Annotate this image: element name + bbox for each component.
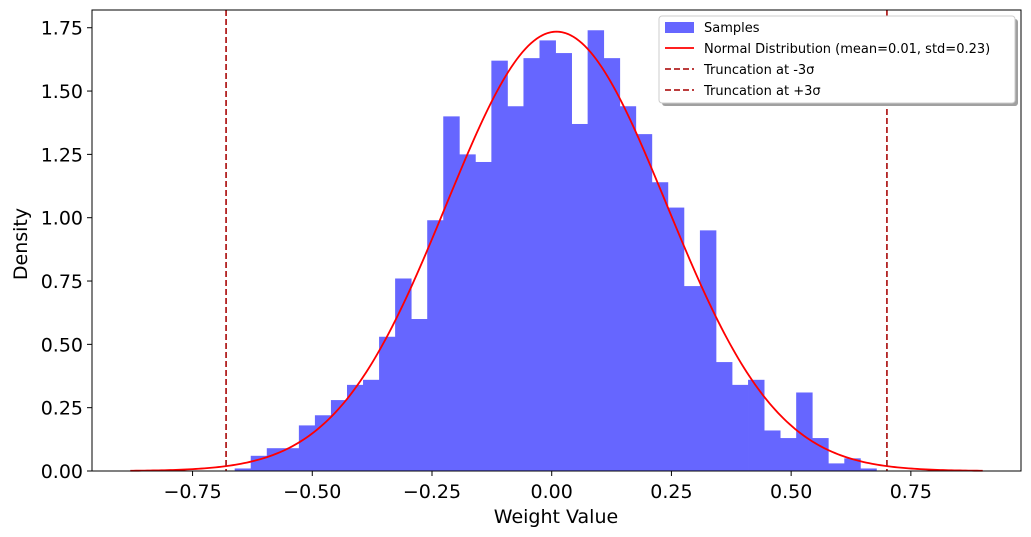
histogram-bar bbox=[587, 30, 605, 471]
histogram-bar bbox=[796, 392, 813, 471]
histogram-bar bbox=[282, 448, 300, 471]
histogram-bar bbox=[427, 220, 444, 471]
legend-samples-swatch bbox=[665, 22, 694, 33]
y-tick-label: 1.50 bbox=[41, 81, 83, 103]
histogram-bar bbox=[571, 123, 589, 471]
y-tick-label: 1.75 bbox=[41, 18, 83, 40]
histogram-bar bbox=[411, 319, 428, 471]
histogram-bar bbox=[250, 455, 268, 471]
y-axis-label: Density bbox=[10, 208, 32, 280]
histogram-bar bbox=[651, 182, 669, 472]
legend: Samples Normal Distribution (mean=0.01, … bbox=[658, 15, 1018, 106]
histogram-bar bbox=[764, 430, 781, 471]
histogram-bar bbox=[780, 438, 797, 471]
histogram-bar bbox=[619, 106, 637, 471]
histogram-bar bbox=[443, 116, 460, 471]
histogram-bar bbox=[667, 207, 685, 471]
histogram-bar bbox=[363, 379, 380, 471]
x-axis-label: Weight Value bbox=[494, 506, 618, 528]
histogram-bar bbox=[266, 448, 284, 471]
histogram-bar bbox=[459, 154, 476, 471]
histogram-bar bbox=[748, 379, 765, 471]
y-tick-label: 1.25 bbox=[41, 144, 83, 166]
legend-samples-label: Samples bbox=[704, 21, 760, 36]
histogram-bar bbox=[812, 438, 829, 471]
histogram-bar bbox=[828, 463, 845, 471]
x-tick-label: 0.00 bbox=[531, 481, 573, 503]
histogram-bar bbox=[523, 58, 540, 471]
histogram-bar bbox=[860, 468, 877, 471]
y-tick-label: 0.25 bbox=[41, 398, 83, 420]
x-tick-label: −0.50 bbox=[283, 481, 341, 503]
histogram-bar bbox=[330, 400, 348, 471]
y-tick-label: 0.75 bbox=[41, 271, 83, 293]
histogram-bar bbox=[683, 286, 701, 471]
histogram-bar bbox=[635, 134, 653, 471]
histogram-bar bbox=[395, 278, 412, 471]
x-tick-label: 0.25 bbox=[650, 481, 692, 503]
histogram-bar bbox=[603, 58, 621, 471]
histogram-bar bbox=[347, 384, 364, 471]
legend-trunc-neg-label: Truncation at -3σ bbox=[703, 63, 814, 78]
x-tick-label: 0.75 bbox=[890, 481, 932, 503]
x-axis-ticks: −0.75 −0.50 −0.25 0.00 0.25 0.50 0.75 bbox=[163, 471, 932, 503]
legend-normal-label: Normal Distribution (mean=0.01, std=0.23… bbox=[704, 42, 990, 57]
histogram-bar bbox=[539, 40, 556, 472]
x-tick-label: 0.50 bbox=[770, 481, 812, 503]
normal-curve-line bbox=[130, 30, 983, 472]
histogram-bars bbox=[234, 30, 877, 472]
histogram-bar bbox=[844, 458, 861, 471]
x-tick-label: −0.25 bbox=[403, 481, 461, 503]
histogram-bar bbox=[507, 106, 524, 471]
legend-box bbox=[658, 15, 1016, 104]
histogram-bar bbox=[699, 230, 717, 471]
histogram-bar bbox=[491, 60, 508, 471]
x-tick-label: −0.75 bbox=[163, 481, 221, 503]
plot-frame bbox=[91, 9, 1022, 472]
histogram-bar bbox=[298, 425, 316, 471]
histogram-bar bbox=[555, 53, 572, 472]
histogram-bar bbox=[475, 161, 492, 472]
histogram-bar bbox=[732, 384, 749, 471]
y-axis-ticks: 0.00 0.25 0.50 0.75 1.00 1.25 1.50 1.75 bbox=[41, 18, 92, 483]
histogram-bar bbox=[314, 415, 332, 471]
y-tick-label: 0.00 bbox=[41, 461, 83, 483]
histogram-bar bbox=[379, 336, 396, 471]
y-tick-label: 0.50 bbox=[41, 334, 83, 356]
legend-trunc-pos-label: Truncation at +3σ bbox=[703, 84, 821, 99]
histogram-bar bbox=[234, 468, 252, 471]
histogram-bar bbox=[715, 362, 733, 471]
y-tick-label: 1.00 bbox=[41, 208, 83, 230]
